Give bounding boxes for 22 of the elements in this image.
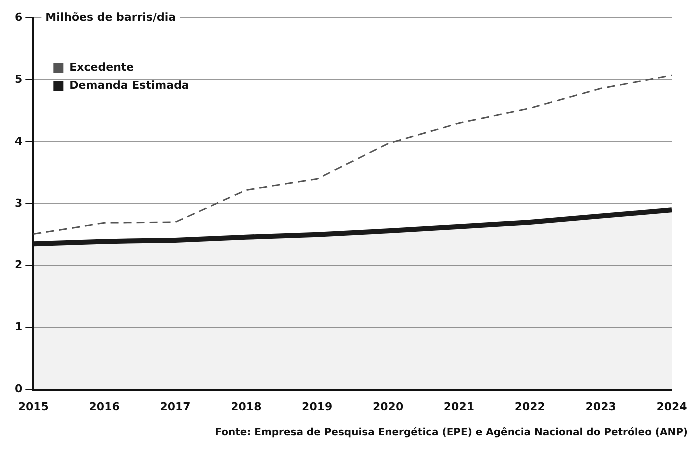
y-axis-title: Milhões de barris/dia — [46, 10, 176, 24]
legend-label: Excedente — [70, 60, 134, 74]
x-tick-label: 2015 — [18, 400, 49, 414]
x-tick-label: 2021 — [444, 400, 475, 414]
x-tick-label: 2016 — [89, 400, 120, 414]
x-tick-label: 2024 — [656, 400, 688, 414]
source-note: Fonte: Empresa de Pesquisa Energética (EPE) e Agência Nacional do Petróleo (ANP) — [215, 428, 688, 439]
x-tick-label: 2019 — [302, 400, 333, 414]
x-tick-label: 2017 — [160, 400, 191, 414]
y-tick-label: 3 — [15, 196, 23, 210]
y-tick-label: 5 — [15, 72, 23, 86]
y-tick-label: 1 — [15, 320, 23, 334]
y-tick-label: 4 — [15, 134, 23, 148]
line-series — [34, 74, 672, 236]
x-tick-label: 2020 — [372, 400, 404, 414]
x-tick-label: 2022 — [514, 400, 546, 414]
x-tick-label: 2023 — [586, 400, 616, 414]
y-tick-label: 2 — [15, 258, 23, 272]
y-tick-label: 6 — [15, 10, 23, 24]
legend-label: Demanda Estimada — [70, 78, 190, 92]
y-tick-label: 0 — [15, 382, 23, 396]
x-tick-label: 2018 — [231, 400, 262, 414]
